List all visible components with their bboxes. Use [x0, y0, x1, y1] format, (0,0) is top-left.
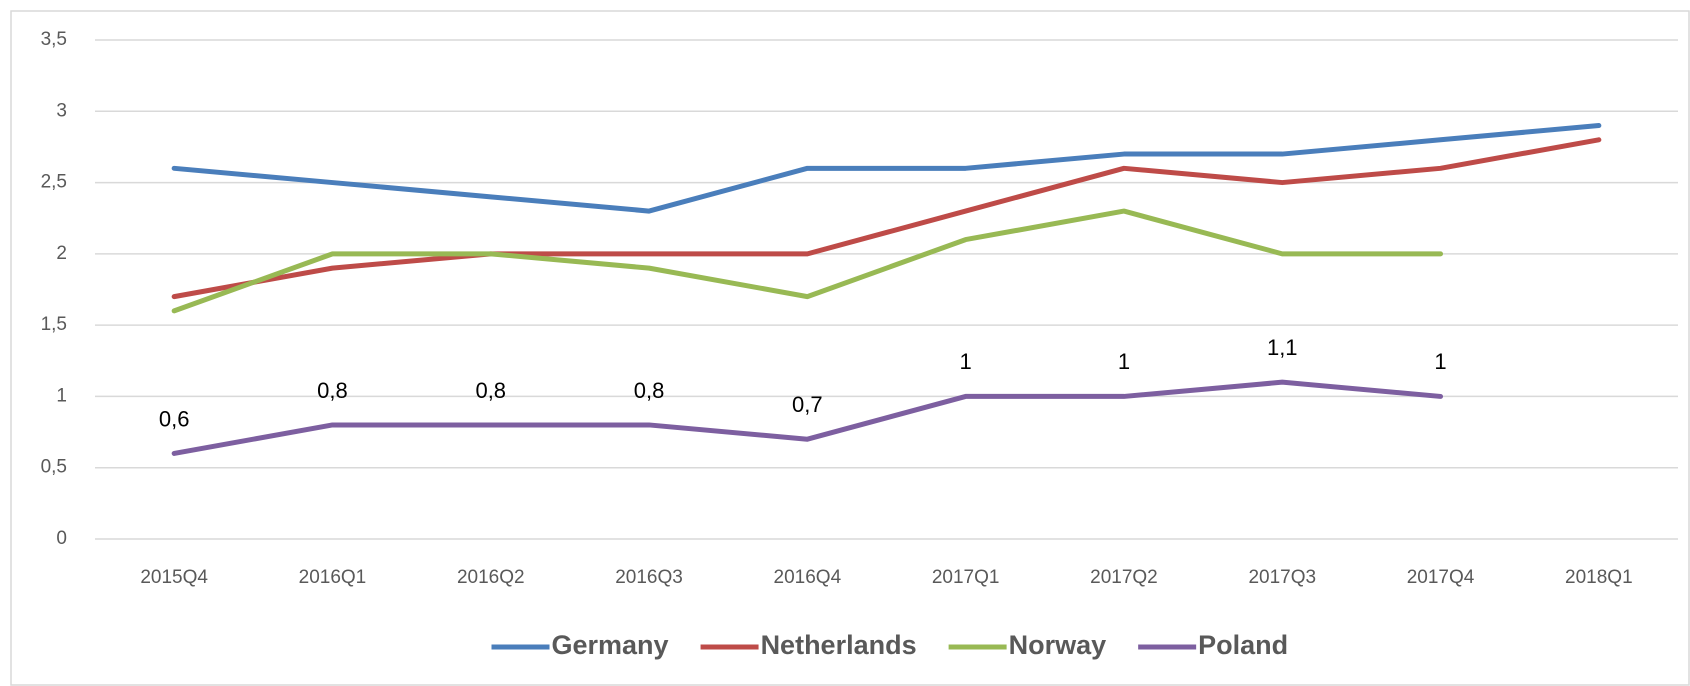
series-line — [171, 379, 1444, 456]
x-tick-label: 2016Q1 — [299, 567, 367, 588]
data-label: 0,7 — [792, 392, 823, 417]
chart-frame — [10, 10, 1690, 686]
data-label: 1 — [960, 349, 972, 374]
y-tick-label: 1,5 — [41, 314, 67, 335]
y-tick-label: 3,5 — [41, 29, 67, 50]
x-tick-label: 2017Q1 — [932, 567, 1000, 588]
legend-label: Poland — [1198, 630, 1288, 660]
data-label: 1 — [1118, 349, 1130, 374]
data-label: 1 — [1434, 349, 1446, 374]
y-tick-label: 0,5 — [41, 457, 67, 478]
data-label: 0,8 — [634, 378, 665, 403]
data-label: 0,8 — [475, 378, 506, 403]
series-line — [171, 123, 1602, 214]
data-label: 1,1 — [1267, 335, 1298, 360]
x-tick-label: 2017Q4 — [1407, 567, 1475, 588]
data-label: 0,8 — [317, 378, 348, 403]
x-tick-label: 2016Q4 — [774, 567, 842, 588]
x-tick-label: 2016Q2 — [457, 567, 525, 588]
y-tick-label: 1 — [56, 385, 67, 406]
x-tick-label: 2017Q3 — [1248, 567, 1316, 588]
series-line — [171, 137, 1602, 300]
y-tick-label: 2 — [56, 243, 67, 264]
legend-label: Netherlands — [761, 630, 917, 660]
x-tick-label: 2017Q2 — [1090, 567, 1158, 588]
y-tick-label: 3 — [56, 100, 67, 121]
y-tick-label: 0 — [56, 528, 67, 549]
data-label: 0,6 — [159, 406, 190, 431]
legend-label: Germany — [552, 630, 669, 660]
legend-label: Norway — [1009, 630, 1107, 660]
x-tick-label: 2016Q3 — [615, 567, 683, 588]
x-tick-label: 2018Q1 — [1565, 567, 1633, 588]
x-tick-label: 2015Q4 — [140, 567, 208, 588]
series-line — [171, 208, 1444, 314]
y-tick-label: 2,5 — [41, 172, 67, 193]
